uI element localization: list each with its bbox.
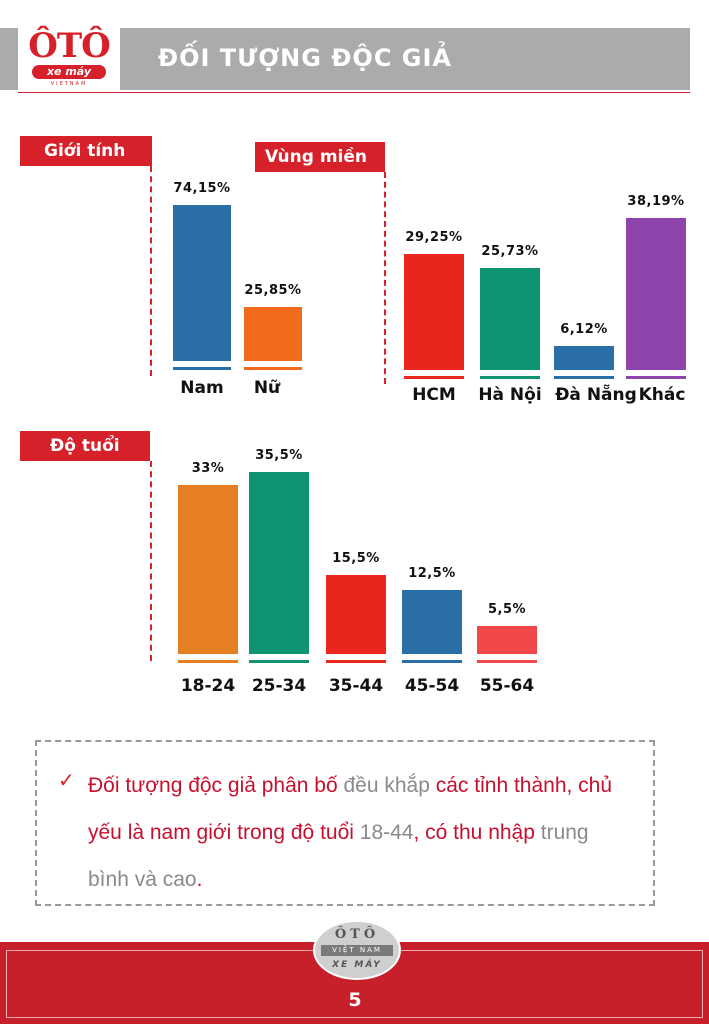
- note-segment: , có thu nhập: [413, 821, 541, 844]
- bar-khác: [626, 218, 686, 370]
- bar-hcm: [404, 254, 464, 370]
- category-label: 55-64: [479, 676, 535, 696]
- age-guide-line: [150, 461, 152, 661]
- footer-logo-badge: ÔTÔ VIỆT NAM XE MÁY: [313, 920, 401, 980]
- checkmark-icon: ✓: [58, 768, 75, 792]
- bar-baseline: [402, 660, 462, 663]
- section-tag-age: Độ tuổi: [20, 431, 150, 461]
- summary-note-text: Đối tượng độc giả phân bố đều khắp các t…: [88, 762, 628, 903]
- bar-baseline: [554, 376, 614, 379]
- value-label: 35,5%: [255, 448, 303, 463]
- value-label: 5,5%: [487, 602, 527, 617]
- bar-baseline: [480, 376, 540, 379]
- note-segment: trung bình và cao: [88, 821, 589, 891]
- category-label: 18-24: [180, 676, 236, 696]
- header-divider: [18, 92, 690, 93]
- logo-sub-text: xe máy: [32, 65, 106, 79]
- brand-logo[interactable]: ÔTÔ xe máy VIETNAM: [18, 26, 120, 90]
- note-segment: .: [196, 868, 203, 891]
- section-tag-region: Vùng miền: [255, 142, 385, 172]
- value-label: 12,5%: [408, 566, 456, 581]
- note-segment: Đối tượng độc giả phân bố: [88, 774, 344, 797]
- bar-hà-nội: [480, 268, 540, 370]
- bar-35-44: [326, 575, 386, 654]
- logo-brand-text: ÔTÔ: [28, 26, 111, 66]
- page-title: ĐỐI TƯỢNG ĐỘC GIẢ: [158, 44, 453, 72]
- bar-đà-nẵng: [554, 346, 614, 370]
- bar-baseline: [404, 376, 464, 379]
- value-label: 29,25%: [405, 230, 463, 245]
- value-label: 6,12%: [560, 322, 608, 337]
- logo-country-text: VIETNAM: [50, 81, 88, 87]
- bar-baseline: [626, 376, 686, 379]
- page-number: 5: [348, 989, 362, 1011]
- category-label: 35-44: [328, 676, 384, 696]
- summary-note-box: [35, 740, 655, 906]
- value-label: 25,73%: [481, 244, 539, 259]
- region-guide-line: [384, 172, 386, 384]
- bar-baseline: [249, 660, 309, 663]
- value-label: 15,5%: [332, 551, 380, 566]
- bar-45-54: [402, 590, 462, 654]
- value-label: 33%: [191, 461, 225, 476]
- section-tag-gender: Giới tính: [20, 136, 152, 166]
- note-segment: 18-44: [359, 821, 414, 844]
- bar-55-64: [477, 626, 537, 654]
- bar-baseline: [178, 660, 238, 663]
- category-label: 25-34: [251, 676, 307, 696]
- bar-baseline: [173, 367, 231, 370]
- gender-guide-line: [150, 166, 152, 376]
- bar-25-34: [249, 472, 309, 654]
- note-segment: các tỉnh thành, chủ yếu là nam giới tron…: [88, 774, 613, 844]
- bar-18-24: [178, 485, 238, 654]
- badge-bottom-text: XE MÁY: [332, 960, 382, 970]
- category-label: HCM: [412, 385, 456, 405]
- bar-nam: [173, 205, 231, 361]
- badge-top-text: ÔTÔ: [334, 927, 380, 942]
- bar-baseline: [326, 660, 386, 663]
- category-label: Nữ: [253, 378, 281, 398]
- category-label: Nam: [180, 378, 224, 398]
- category-label: 45-54: [404, 676, 460, 696]
- bar-baseline: [477, 660, 537, 663]
- category-label: Đà Nẵng: [555, 385, 637, 405]
- category-label: Khác: [638, 385, 686, 405]
- value-label: 38,19%: [627, 194, 685, 209]
- bar-nữ: [244, 307, 302, 361]
- badge-mid-text: VIỆT NAM: [321, 945, 393, 956]
- note-segment: đều khắp: [343, 774, 430, 797]
- value-label: 74,15%: [173, 181, 231, 196]
- category-label: Hà Nội: [478, 385, 542, 405]
- bar-baseline: [244, 367, 302, 370]
- value-label: 25,85%: [244, 283, 302, 298]
